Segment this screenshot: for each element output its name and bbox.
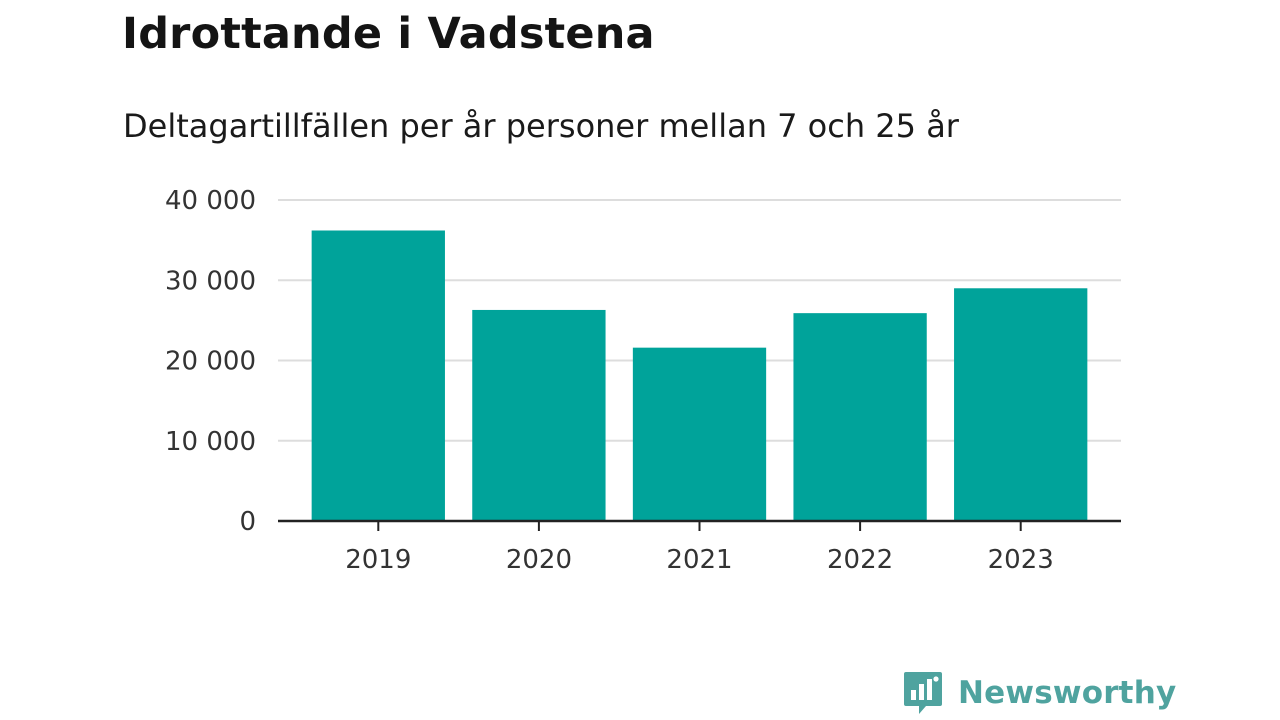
x-tick-label: 2021 xyxy=(666,545,732,575)
x-axis xyxy=(278,519,1121,531)
x-tick-label: 2020 xyxy=(506,545,572,575)
x-axis-ticks: 2019 2020 2021 2022 2023 xyxy=(345,545,1054,575)
y-tick-label: 10 000 xyxy=(165,427,256,457)
x-tick-label: 2019 xyxy=(345,545,411,575)
bar-chart-speech-bubble-icon xyxy=(904,672,942,714)
newsworthy-logo: Newsworthy xyxy=(902,670,1176,716)
bar-2023 xyxy=(954,288,1088,521)
logo-text: Newsworthy xyxy=(958,675,1177,711)
x-tick-label: 2023 xyxy=(988,545,1054,575)
bar-2019 xyxy=(311,230,445,521)
bar-2022 xyxy=(793,313,927,521)
y-tick-label: 20 000 xyxy=(165,347,256,377)
x-tick-label: 2022 xyxy=(827,545,893,575)
chart-subtitle: Deltagartillfällen per år personer mella… xyxy=(123,107,959,145)
y-tick-label: 40 000 xyxy=(165,186,256,216)
y-tick-label: 30 000 xyxy=(165,266,256,296)
bar-2020 xyxy=(472,309,606,521)
bar-2021 xyxy=(632,347,767,521)
y-tick-label: 0 xyxy=(239,507,256,537)
y-axis-ticks: 0 10 000 20 000 30 000 40 000 xyxy=(165,186,256,537)
chart-title: Idrottande i Vadstena xyxy=(122,9,655,59)
bars xyxy=(311,230,1088,521)
